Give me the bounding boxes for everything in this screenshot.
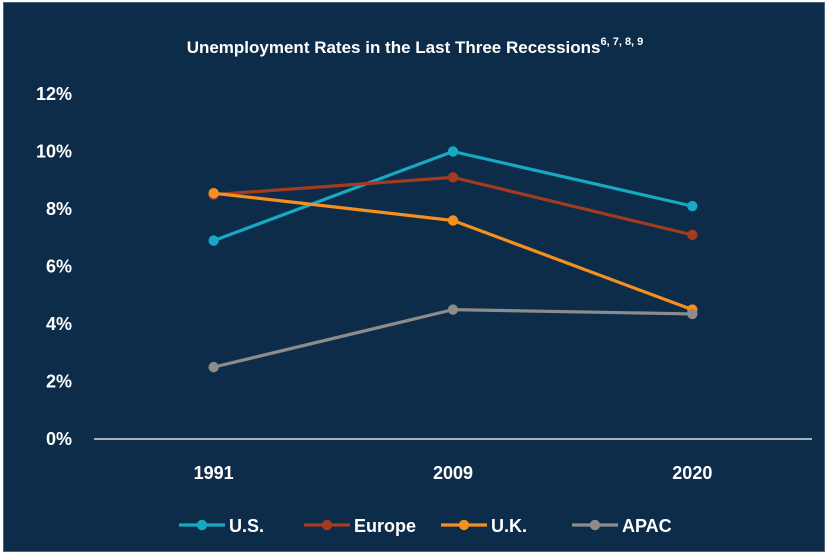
legend: U.S. Europe U.K. APAC [179,516,672,536]
x-tick-label: 1991 [194,463,234,483]
legend-marker-europe [321,519,333,531]
legend-marker-u-s [196,519,208,531]
y-tick-label: 2% [46,372,72,392]
series-line-u-s [213,149,693,243]
legend-label-u-s: U.S. [229,516,264,536]
data-point-u-k [447,215,459,226]
y-tick-label: 6% [46,257,72,277]
y-tick-label: 10% [36,142,72,162]
x-tick-label: 2009 [433,463,473,483]
y-axis-tick-labels: 0% 2% 4% 6% 8% 10% 12% [36,84,72,449]
title-superscript: 6, 7, 8, 9 [600,36,643,48]
data-point-u-s [447,146,459,157]
legend-marker-apac [589,519,601,531]
data-point-europe [447,172,459,183]
y-tick-label: 4% [46,314,72,334]
data-point-apac [687,308,698,320]
data-point-u-s [208,235,219,246]
x-axis-tick-labels: 1991 2009 2020 [194,463,713,483]
series-line-apac [213,308,693,369]
series-line-u-k [213,191,693,312]
chart-area: Unemployment Rates in the Last Three Rec… [3,2,825,552]
y-tick-label: 12% [36,84,72,104]
series-line-europe [213,175,693,237]
chart-title: Unemployment Rates in the Last Three Rec… [187,36,644,57]
y-tick-label: 0% [46,429,72,449]
y-tick-label: 8% [46,199,72,219]
legend-marker-u-k [458,519,470,531]
data-point-europe [687,229,698,241]
data-point-u-s [687,200,698,212]
data-point-apac [208,361,219,373]
legend-label-europe: Europe [354,516,416,536]
legend-label-u-k: U.K. [491,516,527,536]
data-point-apac [447,304,459,315]
line-chart: Unemployment Rates in the Last Three Rec… [36,36,812,536]
series-layer [208,146,698,373]
legend-label-apac: APAC [622,516,672,536]
x-tick-label: 2020 [672,463,712,483]
data-point-u-k [208,187,219,199]
